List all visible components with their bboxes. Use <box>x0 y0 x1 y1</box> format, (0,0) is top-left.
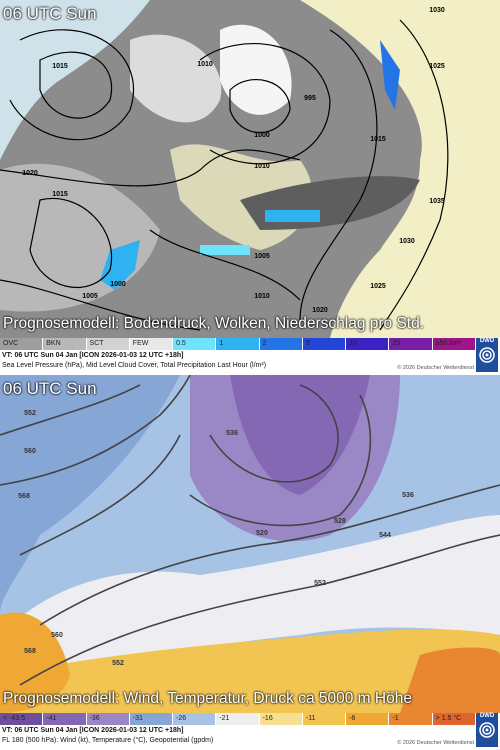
isobar-label: 995 <box>304 95 316 102</box>
legend-item: -11 <box>302 713 347 725</box>
surface-map: 1030 1025 1015 1010 1000 995 1015 1020 1… <box>0 0 500 338</box>
temp-field <box>0 375 180 615</box>
isobar-label: 1015 <box>370 136 386 143</box>
isobar-label: 1005 <box>82 293 98 300</box>
height-label: 520 <box>256 530 268 537</box>
height-label: 552 <box>112 660 124 667</box>
isobar-label: 1035 <box>429 198 445 205</box>
logo-text: DWD <box>479 713 495 719</box>
copyright: © 2026 Deutscher Wetterdienst <box>397 365 474 371</box>
legend-item: 2 <box>259 338 303 350</box>
valid-time: VT: 06 UTC Sun 04 Jan [ICON 2026-01-03 1… <box>2 727 184 734</box>
height-label: 544 <box>379 532 391 539</box>
isobar-label: 1010 <box>197 61 213 68</box>
precip <box>380 40 400 110</box>
valid-time: VT: 06 UTC Sun 04 Jan [ICON 2026-01-03 1… <box>2 352 184 359</box>
legend-item: -1 <box>389 713 433 725</box>
height-contours <box>0 375 500 686</box>
height-label: 536 <box>402 492 414 499</box>
legend-item: FEW <box>129 338 174 350</box>
description: FL 180 (500 hPa): Wind (kt), Temperature… <box>2 737 214 744</box>
precip <box>200 245 250 255</box>
upper-air-map: 552 560 568 536 528 520 544 536 552 560 … <box>0 375 500 713</box>
legend: OVC BKN SCT FEW 0.5 1 2 5 10 25 ≥50 l/m² <box>0 338 476 350</box>
logo-text: DWD <box>479 338 495 344</box>
height-label: 552 <box>314 580 326 587</box>
legend-item: -31 <box>129 713 174 725</box>
isobar-label: 1025 <box>370 283 386 290</box>
isobar-label: 1015 <box>52 63 68 70</box>
isobar-label: 1010 <box>254 293 270 300</box>
temp-field <box>0 612 70 713</box>
logo: DWD <box>476 338 498 372</box>
height-label: 560 <box>51 632 63 639</box>
legend-item: ≥50 l/m² <box>432 338 476 350</box>
isobar-label: 1005 <box>254 253 270 260</box>
precip <box>100 240 140 290</box>
logo-icon <box>479 722 495 738</box>
height-label: 568 <box>18 493 30 500</box>
legend-item: > 1.5 °C <box>432 713 476 725</box>
height-label: 536 <box>226 430 238 437</box>
copyright: © 2026 Deutscher Wetterdienst <box>397 740 474 746</box>
legend-item: SCT <box>86 338 130 350</box>
legend-item: BKN <box>43 338 87 350</box>
isobar-label: 1000 <box>110 281 126 288</box>
temp-field <box>400 647 500 713</box>
legend-item: < -43.5 <box>0 713 44 725</box>
height-label: 528 <box>334 518 346 525</box>
isobar-label: 1020 <box>22 170 38 177</box>
isobar-label: 1020 <box>312 307 328 314</box>
time-label: 06 UTC Sun <box>3 379 97 398</box>
cloud-band <box>130 34 222 123</box>
isobar-label: 1010 <box>254 163 270 170</box>
surface-panel: 1030 1025 1015 1010 1000 995 1015 1020 1… <box>0 0 500 372</box>
legend-item: 25 <box>389 338 433 350</box>
isobars <box>0 19 449 331</box>
caption: Prognosemodell: Wind, Temperatur, Druck … <box>3 690 412 707</box>
legend-item: 5 <box>302 338 347 350</box>
precip <box>265 210 320 222</box>
temp-field <box>230 375 370 495</box>
height-label: 552 <box>24 410 36 417</box>
legend-item: OVC <box>0 338 44 350</box>
legend-item: -21 <box>216 713 260 725</box>
legend-item: 0.5 <box>173 338 217 350</box>
legend-item: -36 <box>86 713 130 725</box>
clear-sea <box>0 0 150 160</box>
isobar-label: 1000 <box>254 132 270 139</box>
upper-air-panel: 552 560 568 536 528 520 544 536 552 560 … <box>0 375 500 750</box>
cloud-band <box>220 24 292 115</box>
legend-item: -41 <box>43 713 87 725</box>
caption: Prognosemodell: Bodendruck, Wolken, Nied… <box>3 315 425 332</box>
legend-item: 10 <box>346 338 390 350</box>
legend-item: -26 <box>173 713 217 725</box>
legend-item: -16 <box>259 713 303 725</box>
temp-field <box>0 629 500 713</box>
legend: < -43.5 -41 -36 -31 -26 -21 -16 -11 -6 -1 > 1.5 °C <box>0 713 476 725</box>
legend-item: -6 <box>346 713 390 725</box>
time-label: 06 UTC Sun <box>3 4 97 23</box>
isobar-label: 1030 <box>429 7 445 14</box>
isobar-label: 1025 <box>429 63 445 70</box>
isobar-label: 1030 <box>399 238 415 245</box>
isobar-label: 1015 <box>52 191 68 198</box>
logo: DWD <box>476 713 498 747</box>
height-label: 568 <box>24 648 36 655</box>
legend-item: 1 <box>216 338 260 350</box>
land-east <box>300 0 500 338</box>
height-label: 560 <box>24 448 36 455</box>
logo-icon <box>479 347 495 363</box>
description: Sea Level Pressure (hPa), Mid Level Clou… <box>2 362 267 369</box>
